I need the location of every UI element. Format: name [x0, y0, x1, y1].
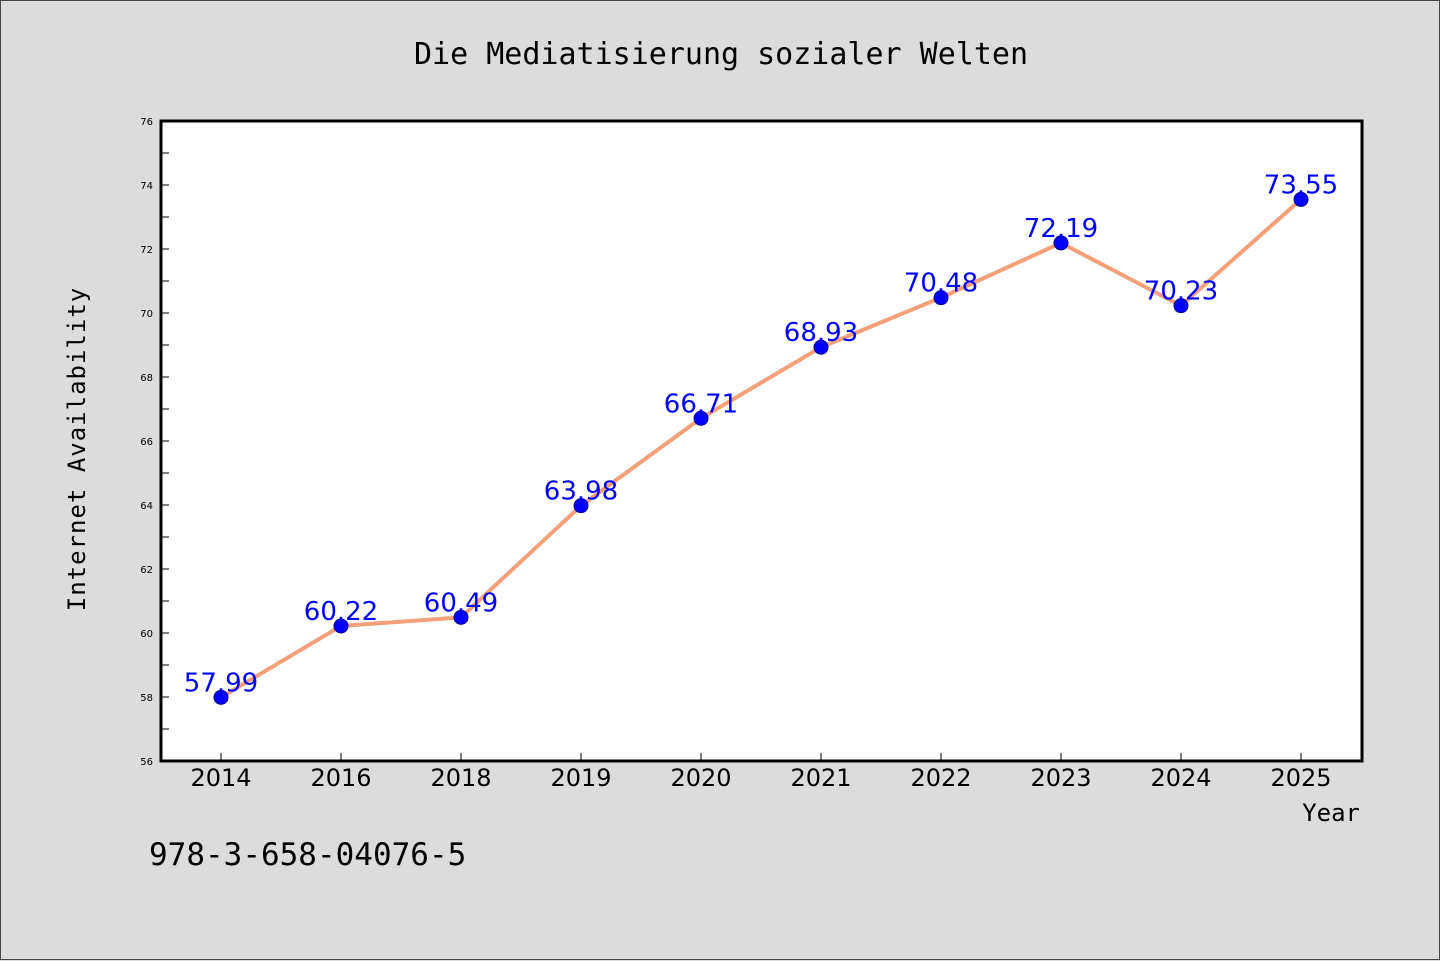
y-tick-label: 60	[140, 629, 153, 640]
data-point	[333, 618, 349, 634]
x-axis-ticks: 2014 2016 2018 2019 2020 2021 2022 2023 2024 2025	[190, 753, 1332, 792]
data-point	[1053, 235, 1069, 251]
data-point	[813, 339, 829, 355]
y-tick-label: 74	[140, 181, 153, 192]
data-label: 57.99	[184, 668, 258, 698]
y-axis-label: Internet Availability	[63, 287, 91, 611]
chart-title: Die Mediatisierung sozialer Welten	[414, 37, 1028, 72]
data-point	[1173, 298, 1189, 314]
series-markers	[213, 191, 1309, 705]
x-tick-label: 2019	[550, 764, 611, 792]
x-tick-label: 2021	[790, 764, 851, 792]
y-tick-label: 76	[140, 117, 153, 128]
y-tick-label: 70	[140, 309, 153, 320]
data-label: 73.55	[1264, 170, 1338, 200]
y-tick-label: 72	[140, 245, 153, 256]
data-point	[573, 498, 589, 514]
x-tick-label: 2024	[1150, 764, 1211, 792]
plot-area	[159, 119, 1364, 763]
data-label: 63.98	[544, 477, 618, 507]
y-tick-label: 66	[140, 437, 153, 448]
isbn-footer: 978-3-658-04076-5	[149, 837, 466, 873]
data-label: 70.48	[904, 269, 978, 299]
data-label: 60.49	[424, 588, 498, 618]
x-tick-label: 2018	[430, 764, 491, 792]
data-point	[693, 410, 709, 426]
data-label: 72.19	[1024, 214, 1098, 244]
x-tick-label: 2016	[310, 764, 371, 792]
y-tick-label: 68	[140, 373, 153, 384]
data-label: 68.93	[784, 318, 858, 348]
x-tick-label: 2023	[1030, 764, 1091, 792]
y-tick-label: 58	[140, 693, 153, 704]
x-axis-label: Year	[1302, 799, 1360, 827]
x-tick-label: 2022	[910, 764, 971, 792]
data-point	[453, 609, 469, 625]
y-tick-label: 56	[140, 757, 153, 768]
x-tick-label: 2020	[670, 764, 731, 792]
y-tick-label: 62	[140, 565, 153, 576]
data-labels: 57.99 60.22 60.49 63.98 66.71 68.93 70.48 72.19…	[184, 170, 1338, 698]
data-label: 60.22	[304, 597, 378, 627]
data-label: 70.23	[1144, 277, 1218, 307]
data-point	[1293, 191, 1309, 207]
data-point	[213, 689, 229, 705]
y-axis-ticks: 56 58 60 62 64 66 68 70 72 74 76	[140, 117, 169, 768]
x-tick-label: 2014	[190, 764, 251, 792]
data-label: 66.71	[664, 389, 738, 419]
series-path	[219, 197, 1303, 700]
series-line	[219, 197, 1303, 700]
y-tick-label: 64	[140, 501, 153, 512]
x-tick-label: 2025	[1270, 764, 1331, 792]
data-point	[933, 290, 949, 306]
